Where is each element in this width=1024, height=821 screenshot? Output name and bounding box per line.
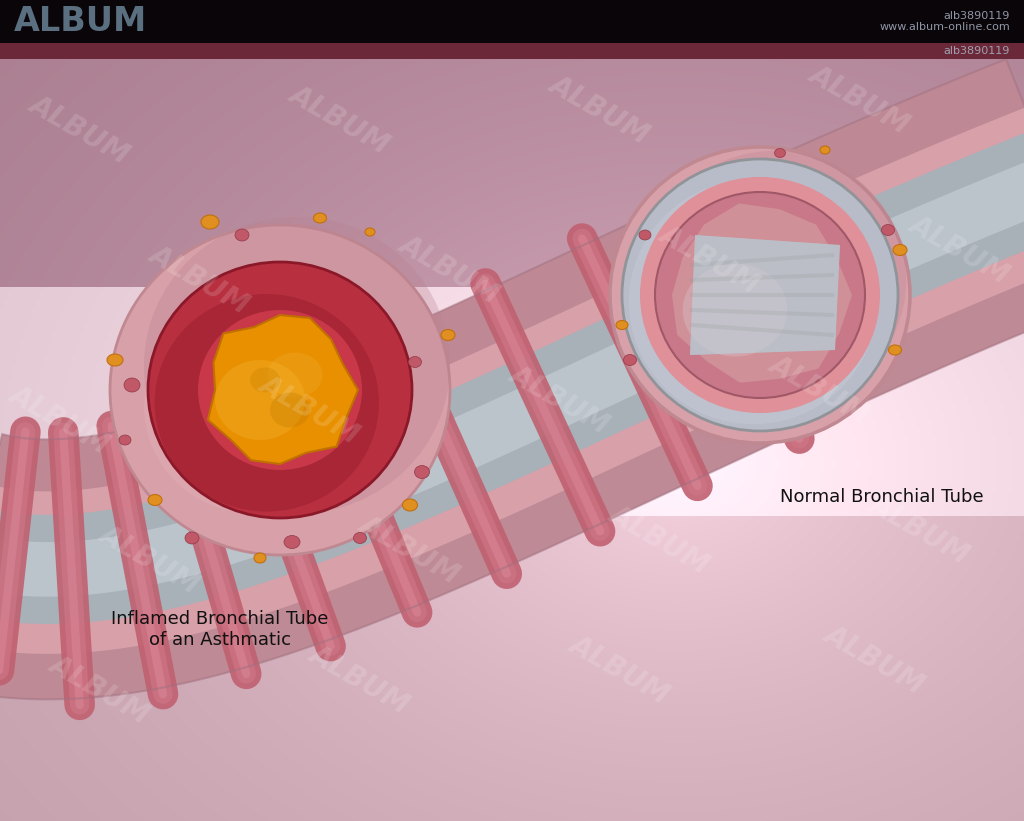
Ellipse shape: [119, 435, 131, 445]
Ellipse shape: [683, 264, 787, 356]
Bar: [0, 0, 1024, 43]
Ellipse shape: [365, 228, 375, 236]
Text: ALBUM: ALBUM: [820, 621, 930, 699]
Ellipse shape: [270, 392, 310, 428]
Bar: [0, 43, 1024, 59]
Text: ALBUM: ALBUM: [286, 80, 395, 160]
Text: ALBUM: ALBUM: [95, 521, 205, 599]
Ellipse shape: [250, 368, 280, 392]
Ellipse shape: [124, 378, 140, 392]
Text: ALBUM: ALBUM: [655, 220, 765, 300]
Polygon shape: [0, 259, 1024, 699]
Ellipse shape: [254, 553, 266, 563]
Polygon shape: [672, 204, 852, 383]
Ellipse shape: [313, 213, 327, 223]
Text: alb3890119
www.album-online.com: alb3890119 www.album-online.com: [880, 11, 1010, 32]
Text: ALBUM: ALBUM: [26, 90, 135, 170]
Ellipse shape: [144, 217, 450, 514]
Text: ALBUM: ALBUM: [305, 640, 415, 720]
Ellipse shape: [889, 345, 901, 355]
Ellipse shape: [148, 262, 412, 518]
Ellipse shape: [441, 329, 455, 341]
Ellipse shape: [629, 180, 878, 424]
Text: ALBUM: ALBUM: [14, 5, 147, 38]
Text: ALBUM: ALBUM: [905, 210, 1015, 290]
Polygon shape: [208, 315, 358, 464]
Ellipse shape: [893, 245, 907, 255]
Polygon shape: [0, 129, 1024, 624]
Ellipse shape: [644, 151, 906, 410]
Ellipse shape: [201, 215, 219, 229]
Ellipse shape: [284, 535, 300, 548]
Polygon shape: [0, 154, 1024, 597]
Ellipse shape: [106, 354, 123, 366]
Polygon shape: [690, 235, 840, 355]
Ellipse shape: [415, 466, 429, 479]
Ellipse shape: [110, 225, 450, 555]
Ellipse shape: [215, 360, 305, 440]
Ellipse shape: [409, 356, 422, 368]
Ellipse shape: [267, 352, 323, 397]
Text: ALBUM: ALBUM: [605, 500, 715, 580]
Text: ALBUM: ALBUM: [145, 241, 255, 319]
Text: Normal Bronchial Tube: Normal Bronchial Tube: [780, 488, 984, 506]
Text: ALBUM: ALBUM: [545, 71, 654, 149]
Ellipse shape: [353, 533, 367, 544]
Ellipse shape: [185, 532, 199, 544]
Polygon shape: [0, 59, 1024, 492]
Ellipse shape: [402, 499, 418, 511]
Ellipse shape: [624, 355, 637, 365]
Text: ALBUM: ALBUM: [395, 230, 505, 310]
Text: ALBUM: ALBUM: [5, 380, 115, 460]
Ellipse shape: [774, 149, 785, 158]
Text: ALBUM: ALBUM: [355, 511, 465, 589]
Ellipse shape: [655, 192, 865, 398]
Text: alb3890119: alb3890119: [944, 46, 1010, 56]
Ellipse shape: [640, 177, 880, 413]
Ellipse shape: [639, 230, 651, 240]
Polygon shape: [0, 59, 1024, 699]
Ellipse shape: [658, 207, 850, 395]
Ellipse shape: [155, 294, 379, 511]
Ellipse shape: [622, 159, 898, 431]
Text: ALBUM: ALBUM: [865, 490, 975, 570]
Text: ALBUM: ALBUM: [805, 60, 914, 140]
Text: ALBUM: ALBUM: [565, 631, 675, 709]
Text: ALBUM: ALBUM: [765, 351, 874, 429]
Ellipse shape: [198, 310, 362, 470]
Ellipse shape: [234, 229, 249, 241]
Ellipse shape: [144, 299, 365, 514]
Ellipse shape: [820, 146, 830, 154]
Text: ALBUM: ALBUM: [255, 370, 365, 450]
Polygon shape: [690, 235, 840, 355]
Ellipse shape: [610, 147, 910, 443]
Ellipse shape: [148, 494, 162, 506]
Text: Inflamed Bronchial Tube
of an Asthmatic: Inflamed Bronchial Tube of an Asthmatic: [112, 610, 329, 649]
Text: ALBUM: ALBUM: [45, 650, 155, 730]
Ellipse shape: [616, 320, 628, 329]
Ellipse shape: [882, 224, 895, 236]
Text: ALBUM: ALBUM: [505, 360, 614, 440]
